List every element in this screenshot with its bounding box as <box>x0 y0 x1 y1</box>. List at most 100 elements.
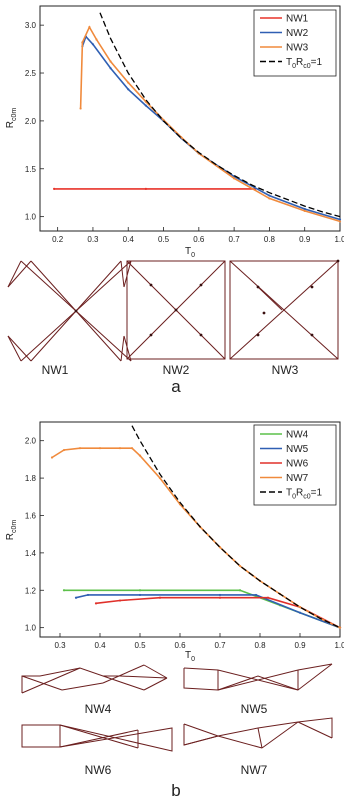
b-data-point <box>62 589 66 592</box>
chart-b-frame <box>39 421 341 638</box>
a-legend-label: NW1 <box>286 14 309 25</box>
a-data-point <box>162 118 165 122</box>
b-ytick-label: 2.0 <box>25 437 37 446</box>
a-data-point <box>127 81 130 84</box>
a-ytick-label: 1.0 <box>25 213 37 222</box>
b-legend-label: NW7 <box>286 473 309 484</box>
network-label-nw2: NW2 <box>163 363 190 377</box>
a-data-point <box>144 187 147 190</box>
panel-label-a: a <box>171 377 181 396</box>
b-data-point <box>266 596 270 599</box>
b-data-point <box>138 454 142 457</box>
b-xtick-label: 0.7 <box>214 641 226 650</box>
network-label-nw5: NW5 <box>241 702 268 716</box>
b-series-line <box>75 594 341 629</box>
b-data-point <box>298 611 302 614</box>
chart-b: 0.3 0.4 0.5 0.6 0.7 0.8 0.9 1.0 1.0 1.2 1.4 1.6 1.8 2… <box>5 421 344 663</box>
a-ytick-label: 3.0 <box>25 21 37 30</box>
panel-label-b: b <box>171 781 180 800</box>
a-data-point <box>81 41 84 44</box>
chart-a-ylabel: Rc0m <box>5 108 18 129</box>
b-legend-label: NW5 <box>286 444 309 455</box>
b-xtick-label: 0.8 <box>254 641 266 650</box>
a-legend-label: NW2 <box>286 28 309 39</box>
a-data-point <box>88 25 91 29</box>
a-data-point <box>109 67 112 70</box>
a-xtick-label: 0.9 <box>299 235 311 244</box>
network-label-nw7: NW7 <box>241 763 268 777</box>
b-data-point <box>130 447 134 450</box>
b-data-point <box>338 626 342 629</box>
a-data-point <box>79 107 82 110</box>
a-ytick-label: 1.5 <box>25 165 37 174</box>
a-data-point <box>144 104 147 107</box>
a-xtick-label: 1.0 <box>334 235 344 244</box>
b-data-point <box>218 593 222 597</box>
b-data-point <box>218 596 222 599</box>
b-xtick-label: 0.6 <box>174 641 186 650</box>
a-xtick-label: 0.5 <box>158 235 170 244</box>
chart-b-legend: NW4 NW5 NW6 NW7 T0Rc0=1 <box>253 424 337 506</box>
a-data-point <box>53 187 56 190</box>
a-xtick-label: 0.8 <box>264 235 276 244</box>
a-data-point <box>338 218 342 221</box>
b-data-point <box>74 596 78 599</box>
a-data-point <box>109 60 112 63</box>
network-diagrams-b: NW4 NW5 NW6 NW7 b <box>21 663 333 800</box>
b-xtick-label: 0.5 <box>134 641 146 650</box>
network-nw1 <box>7 260 132 362</box>
b-ytick-label: 1.6 <box>25 511 37 520</box>
a-xtick-label: 0.6 <box>193 235 205 244</box>
a-ytick-label: 2.0 <box>25 117 37 126</box>
b-series-line <box>64 589 341 629</box>
network-nw4 <box>21 664 168 694</box>
a-data-point <box>303 209 306 212</box>
b-xtick-label: 0.9 <box>294 641 306 650</box>
a-legend-label: NW3 <box>286 43 309 54</box>
b-xtick-label: 0.4 <box>94 641 106 650</box>
b-data-point <box>98 447 102 450</box>
b-data-point <box>138 589 142 592</box>
network-nw2 <box>126 260 226 360</box>
a-ytick-label: 2.5 <box>25 69 37 78</box>
a-data-point <box>233 177 236 180</box>
b-data-point <box>138 593 142 597</box>
a-data-point <box>91 43 95 46</box>
b-xtick-label: 1.0 <box>334 641 344 650</box>
network-label-nw3: NW3 <box>272 363 299 377</box>
network-nw7 <box>183 717 333 749</box>
network-nw6 <box>21 724 173 752</box>
b-data-point <box>62 448 66 452</box>
b-ytick-label: 1.8 <box>25 474 37 483</box>
b-data-point <box>118 447 122 450</box>
b-data-point <box>86 593 90 597</box>
b-xtick-label: 0.3 <box>54 641 66 650</box>
b-data-point <box>158 596 162 599</box>
a-data-point <box>338 220 342 223</box>
network-nw5 <box>183 663 333 691</box>
b-legend-label: NW4 <box>286 430 309 441</box>
a-data-point <box>268 194 271 197</box>
a-xtick-label: 0.7 <box>229 235 241 244</box>
chart-b-xlabel: T0 <box>185 650 195 663</box>
a-data-point <box>127 88 130 91</box>
network-diagrams-a: NW1 NW2 NW3 a <box>7 259 340 396</box>
chart-b-ylabel: Rc0m <box>5 520 18 541</box>
b-data-point <box>238 589 242 592</box>
b-data-point <box>238 564 242 568</box>
a-data-point <box>95 38 98 41</box>
a-series-line <box>99 12 341 218</box>
a-legend-label: T0Rc0=1 <box>286 57 322 70</box>
b-data-point <box>78 447 82 450</box>
chart-a-legend: NW1 NW2 NW3 T0Rc0=1 <box>253 9 337 77</box>
b-series-line <box>95 596 341 629</box>
b-ytick-label: 1.4 <box>25 549 37 558</box>
network-label-nw1: NW1 <box>42 363 69 377</box>
chart-a-frame <box>39 5 341 232</box>
b-data-point <box>254 593 258 597</box>
a-xtick-label: 0.3 <box>87 235 99 244</box>
b-legend-label: T0Rc0=1 <box>286 488 322 501</box>
network-label-nw6: NW6 <box>85 763 112 777</box>
b-data-point <box>50 456 54 459</box>
